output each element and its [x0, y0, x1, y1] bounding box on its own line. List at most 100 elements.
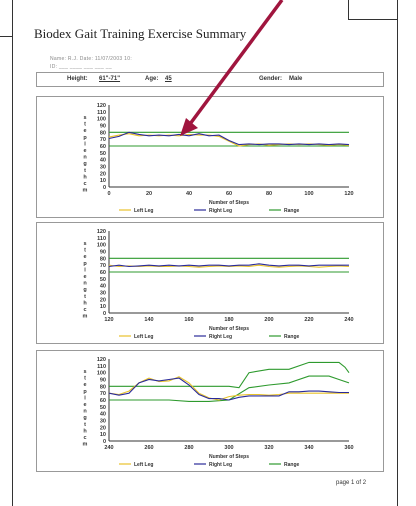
series-left-leg-line — [108, 133, 350, 147]
frame-top-right-v — [348, 0, 349, 20]
x-tick-label: 280 — [184, 445, 193, 451]
y-tick-label: 70 — [100, 137, 106, 143]
legend-item-label: Range — [284, 334, 300, 340]
height-label: Height: — [67, 76, 88, 82]
chart-2: 1201101009080706050403020100steplengthcm… — [83, 229, 354, 340]
y-axis-label-char: n — [83, 281, 87, 287]
x-axis-label: Number of Steps — [209, 326, 249, 332]
frame-top-left — [0, 36, 13, 37]
y-tick-label: 10 — [100, 178, 106, 184]
y-axis-label-char: m — [83, 314, 88, 320]
x-tick-label: 360 — [344, 445, 353, 451]
legend-item-label: Range — [284, 462, 300, 468]
gender-label: Gender: — [259, 76, 283, 82]
series-right-leg-line — [108, 131, 350, 146]
y-tick-label: 90 — [100, 124, 106, 130]
y-axis-label-char: h — [83, 428, 87, 434]
x-tick-label: 260 — [144, 445, 153, 451]
y-tick-label: 40 — [100, 284, 106, 290]
series-range-line — [109, 361, 350, 389]
y-tick-label: 0 — [103, 439, 106, 445]
y-tick-label: 60 — [100, 398, 106, 404]
y-axis-label-char: m — [83, 188, 88, 194]
legend-item-label: Left Leg — [134, 334, 153, 340]
y-axis-label-char: e — [83, 148, 86, 154]
legend-item-label: Right Leg — [209, 208, 232, 214]
y-tick-label: 80 — [100, 256, 106, 262]
legend-item-label: Left Leg — [134, 462, 153, 468]
y-tick-label: 50 — [100, 151, 106, 157]
y-tick-label: 30 — [100, 419, 106, 425]
series-right-leg-line — [108, 263, 349, 268]
x-tick-label: 20 — [146, 191, 152, 197]
y-tick-label: 60 — [100, 270, 106, 276]
legend-item-label: Range — [284, 208, 300, 214]
y-tick-label: 90 — [100, 378, 106, 384]
y-tick-label: 70 — [100, 263, 106, 269]
x-tick-label: 120 — [344, 191, 353, 197]
y-axis-label-char: g — [83, 161, 86, 167]
y-tick-label: 20 — [100, 171, 106, 177]
y-tick-label: 10 — [100, 304, 106, 310]
y-tick-label: 50 — [100, 405, 106, 411]
y-axis-label-char: p — [83, 261, 87, 267]
legend-item-label: Right Leg — [209, 462, 232, 468]
y-axis-label-char: l — [84, 267, 86, 273]
age-label: Age: — [145, 76, 159, 82]
y-tick-label: 80 — [100, 130, 106, 136]
x-axis-label: Number of Steps — [209, 454, 249, 460]
y-axis-label-char: e — [83, 382, 86, 388]
y-axis-label-char: h — [83, 174, 87, 180]
y-tick-label: 110 — [97, 364, 106, 370]
legend-item-label: Left Leg — [134, 208, 153, 214]
x-tick-label: 160 — [184, 317, 193, 323]
x-tick-label: 340 — [304, 445, 313, 451]
chart-panel-3: 120 110 100 90 80 70 60 50 40 30 20 10 0 s t e p l e n g t h c m… — [36, 350, 384, 472]
x-axis-label: Number of Steps — [209, 200, 249, 206]
y-tick-label: 0 — [103, 185, 106, 191]
y-axis-label-char: l — [84, 141, 86, 147]
y-tick-label: 30 — [100, 165, 106, 171]
x-tick-label: 140 — [144, 317, 153, 323]
x-tick-label: 60 — [226, 191, 232, 197]
series-range-line — [109, 375, 350, 402]
x-tick-label: 240 — [104, 445, 113, 451]
x-tick-label: 120 — [104, 317, 113, 323]
series-left-leg-line — [108, 264, 350, 268]
y-axis-label-char: t — [84, 294, 86, 300]
patient-info-line-1: Name: R.J. Date: 11/07/2003 10: — [50, 56, 133, 62]
frame-right — [397, 0, 398, 506]
y-tick-label: 70 — [100, 391, 106, 397]
x-tick-label: 220 — [304, 317, 313, 323]
chart-panel-1: 120 110 100 90 80 70 60 50 40 30 20 10 0 s t e p l e n g t h c m… — [36, 96, 384, 218]
y-axis-label-char: t — [84, 168, 86, 174]
y-tick-label: 30 — [100, 291, 106, 297]
y-tick-label: 60 — [100, 144, 106, 150]
y-tick-label: 50 — [100, 277, 106, 283]
legend-item-label: Right Leg — [209, 334, 232, 340]
y-tick-label: 100 — [97, 117, 106, 123]
y-axis-label-char: s — [83, 369, 86, 375]
y-tick-label: 80 — [100, 384, 106, 390]
y-axis-label-char: m — [83, 442, 88, 448]
y-axis-label-char: g — [83, 287, 86, 293]
x-tick-label: 320 — [264, 445, 273, 451]
y-tick-label: 40 — [100, 158, 106, 164]
page-number: page 1 of 2 — [336, 480, 367, 486]
age-value: 45 — [165, 76, 172, 82]
x-tick-label: 80 — [266, 191, 272, 197]
y-axis-label-char: t — [84, 422, 86, 428]
y-axis-label-char: l — [84, 395, 86, 401]
y-axis-label-char: n — [83, 409, 87, 415]
chart-panel-2: 120 110 100 90 80 70 60 50 40 30 20 10 0 s t e p l e n g t h c m… — [36, 222, 384, 344]
x-tick-label: 180 — [224, 317, 233, 323]
y-tick-label: 0 — [103, 311, 106, 317]
x-tick-label: 40 — [186, 191, 192, 197]
y-axis-label-char: e — [83, 274, 86, 280]
y-tick-label: 100 — [97, 371, 106, 377]
y-tick-label: 20 — [100, 297, 106, 303]
x-tick-label: 240 — [344, 317, 353, 323]
patient-info-line-2: ID: ___ ____ ___ ___ __ — [50, 64, 112, 70]
y-axis-label-char: h — [83, 300, 87, 306]
x-tick-label: 200 — [264, 317, 273, 323]
